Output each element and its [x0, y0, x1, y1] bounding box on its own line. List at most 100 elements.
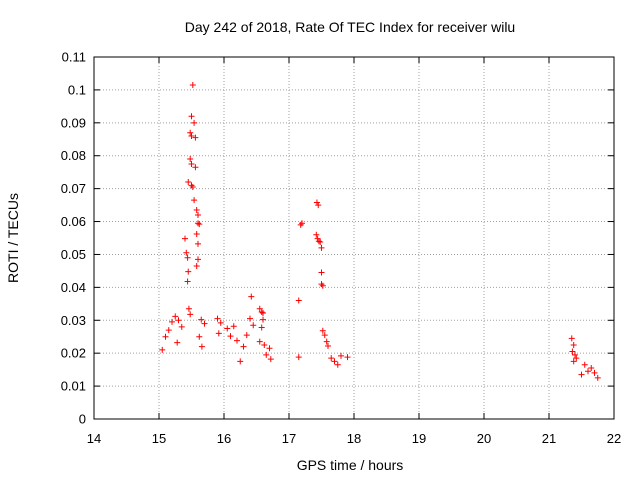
- data-point: [185, 305, 192, 312]
- data-point: [295, 297, 302, 304]
- x-tick-labels: 14 15 16 17 18 19 20 21 22: [87, 431, 621, 446]
- data-point: [195, 211, 201, 218]
- data-point: [195, 240, 201, 247]
- y-tick-label: 0.08: [61, 148, 86, 163]
- x-tick-label: 14: [87, 431, 101, 446]
- data-point: [573, 355, 580, 362]
- data-point: [189, 81, 196, 88]
- data-point: [321, 332, 328, 339]
- data-point: [570, 341, 577, 348]
- x-tick-label: 22: [607, 431, 621, 446]
- data-point: [315, 238, 322, 245]
- data-point: [260, 316, 266, 323]
- data-point: [591, 369, 598, 376]
- y-tick-label: 0.05: [61, 247, 86, 262]
- data-point: [266, 345, 273, 352]
- data-point: [185, 268, 192, 275]
- data-point: [192, 164, 199, 171]
- data-point: [165, 327, 172, 334]
- data-point: [260, 310, 266, 317]
- data-point: [182, 235, 188, 242]
- data-points: [159, 81, 601, 381]
- data-point: [295, 354, 302, 361]
- data-point: [258, 309, 265, 316]
- data-point: [297, 221, 304, 228]
- data-point: [256, 338, 263, 345]
- data-point: [314, 235, 321, 242]
- data-point: [344, 354, 351, 361]
- x-tick-label: 21: [542, 431, 556, 446]
- data-point: [187, 156, 194, 163]
- data-point: [325, 342, 331, 349]
- data-point: [334, 361, 341, 368]
- y-tick-label: 0.03: [61, 313, 86, 328]
- data-point: [267, 356, 274, 363]
- data-point: [261, 341, 268, 348]
- y-tick-label: 0.09: [61, 115, 86, 130]
- data-point: [191, 119, 198, 126]
- axis-ticks: [93, 56, 615, 420]
- data-point: [214, 315, 221, 322]
- data-point: [178, 323, 185, 330]
- data-point: [234, 337, 240, 344]
- data-point: [243, 332, 250, 339]
- data-point: [193, 262, 200, 269]
- x-tick-label: 17: [282, 431, 296, 446]
- data-point: [323, 338, 330, 345]
- data-point: [184, 278, 191, 285]
- data-point: [256, 305, 263, 312]
- data-point: [581, 361, 588, 368]
- x-tick-label: 15: [152, 431, 166, 446]
- data-point: [585, 368, 591, 375]
- gridlines: [94, 57, 614, 419]
- data-point: [237, 358, 244, 365]
- x-tick-label: 20: [477, 431, 491, 446]
- data-point: [594, 374, 601, 381]
- data-point: [175, 317, 182, 324]
- data-point: [247, 315, 253, 322]
- data-point: [162, 333, 169, 340]
- y-tick-labels: 0 0.01 0.02 0.03 0.04 0.05 0.06 0.07 0.08 0.09 0.1…: [61, 50, 86, 427]
- data-point: [188, 113, 195, 120]
- data-point: [315, 202, 322, 209]
- data-point: [193, 231, 200, 238]
- y-tick-label: 0.11: [62, 50, 86, 65]
- data-point: [195, 256, 201, 263]
- data-point: [198, 343, 205, 350]
- data-point: [338, 352, 344, 359]
- x-axis-label: GPS time / hours: [297, 457, 404, 473]
- data-point: [240, 343, 247, 350]
- data-point: [185, 179, 192, 186]
- data-point: [187, 311, 194, 318]
- data-point: [319, 327, 326, 334]
- data-point: [328, 355, 335, 362]
- data-point: [169, 318, 175, 325]
- y-tick-label: 0.01: [61, 379, 86, 394]
- data-point: [331, 358, 338, 365]
- data-point: [263, 351, 270, 358]
- data-point: [319, 282, 326, 289]
- data-point: [570, 358, 577, 365]
- data-point: [159, 346, 166, 353]
- data-point: [578, 371, 585, 378]
- x-tick-label: 19: [412, 431, 426, 446]
- data-point: [313, 199, 320, 206]
- data-point: [196, 221, 203, 228]
- data-point: [172, 313, 179, 320]
- data-point: [224, 325, 231, 332]
- data-point: [258, 324, 265, 331]
- data-point: [227, 333, 234, 340]
- data-point: [196, 333, 203, 340]
- y-tick-label: 0.1: [68, 82, 86, 97]
- data-point: [191, 197, 198, 204]
- data-point: [195, 220, 201, 227]
- data-point: [189, 183, 196, 190]
- chart-title: Day 242 of 2018, Rate Of TEC Index for r…: [185, 19, 515, 35]
- y-tick-label: 0.07: [61, 181, 86, 196]
- data-point: [187, 129, 194, 136]
- data-point: [569, 348, 576, 355]
- data-point: [183, 249, 190, 256]
- x-tick-label: 16: [217, 431, 231, 446]
- data-point: [318, 269, 325, 276]
